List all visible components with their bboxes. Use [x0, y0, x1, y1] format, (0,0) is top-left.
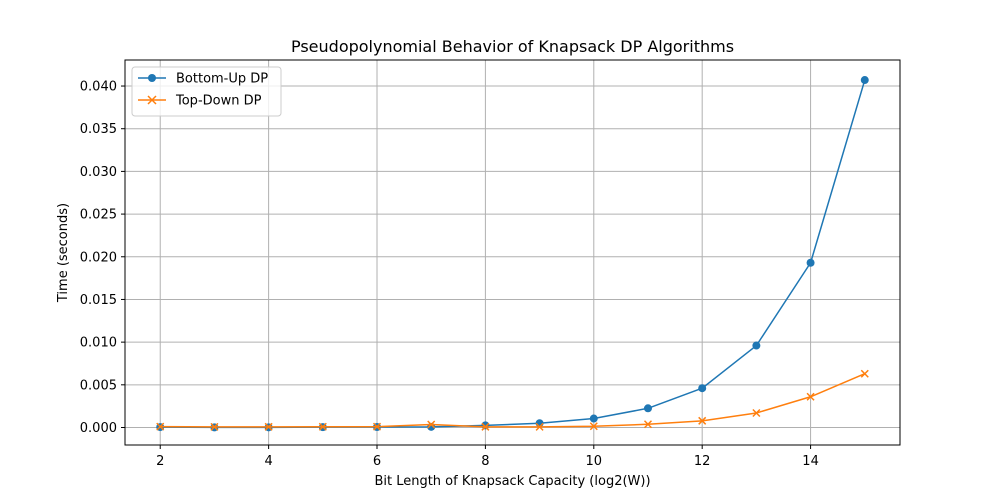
series-line-top-down-dp [160, 373, 866, 428]
data-point-top-down-dp [427, 420, 436, 429]
data-point-top-down-dp [210, 422, 219, 431]
data-point-top-down-dp [698, 416, 707, 425]
legend-label-bottom-up: Bottom-Up DP [176, 72, 268, 87]
data-point-bottom-up-dp [698, 384, 707, 393]
data-point-top-down-dp [156, 422, 165, 431]
chart-title: Pseudopolynomial Behavior of Knapsack DP… [291, 37, 734, 56]
y-tick-label: 0.010 [80, 336, 117, 351]
legend-marker-bottom-up [148, 74, 156, 82]
legend-marker-top-down [147, 95, 157, 105]
data-point-top-down-dp [643, 420, 653, 429]
data-point-bottom-up-dp [752, 341, 761, 350]
plot-frame [124, 59, 901, 446]
data-point-top-down-dp [372, 422, 382, 431]
x-axis-label: Bit Length of Knapsack Capacity (log2(W)… [374, 474, 650, 489]
data-point-top-down-dp [264, 422, 273, 431]
data-point-bottom-up-dp [589, 414, 598, 423]
data-point-bottom-up-dp [643, 404, 652, 413]
x-tick-label: 10 [586, 454, 603, 469]
data-point-top-down-dp [806, 392, 815, 401]
series-layer [156, 76, 869, 432]
data-point-top-down-dp [318, 422, 327, 431]
y-axis-label: Time (seconds) [56, 203, 71, 303]
x-tick-label: 2 [156, 454, 164, 469]
x-tick-label: 8 [481, 454, 489, 469]
x-tick-label: 14 [802, 454, 819, 469]
legend-label-top-down: Top-Down DP [175, 94, 262, 109]
data-point-top-down-dp [860, 369, 869, 378]
legend: Bottom-Up DP Top-Down DP [131, 66, 282, 117]
y-tick-label: 0.000 [80, 421, 117, 436]
data-point-top-down-dp [481, 422, 490, 431]
y-tick-label: 0.015 [80, 293, 117, 308]
x-tick-label: 4 [264, 454, 272, 469]
y-tick-label: 0.025 [80, 208, 117, 223]
y-tick-label: 0.020 [80, 250, 117, 265]
y-tick-label: 0.005 [80, 378, 117, 393]
data-point-bottom-up-dp [481, 421, 490, 430]
data-point-top-down-dp [752, 408, 761, 418]
axis-ticks: 2 4 6 8 10 12 14 0.000 0.005 0.010 0.015 0.020 0.025… [80, 80, 819, 469]
y-tick-label: 0.040 [80, 80, 117, 95]
data-point-top-down-dp [589, 422, 598, 431]
plot-area [125, 60, 900, 445]
data-point-top-down-dp [535, 422, 544, 431]
data-point-bottom-up-dp [860, 76, 869, 85]
y-tick-label: 0.030 [80, 165, 117, 180]
legend-box [131, 66, 282, 117]
y-tick-label: 0.035 [80, 122, 117, 137]
data-point-bottom-up-dp [806, 258, 815, 267]
x-tick-label: 12 [694, 454, 711, 469]
x-tick-label: 6 [373, 454, 381, 469]
